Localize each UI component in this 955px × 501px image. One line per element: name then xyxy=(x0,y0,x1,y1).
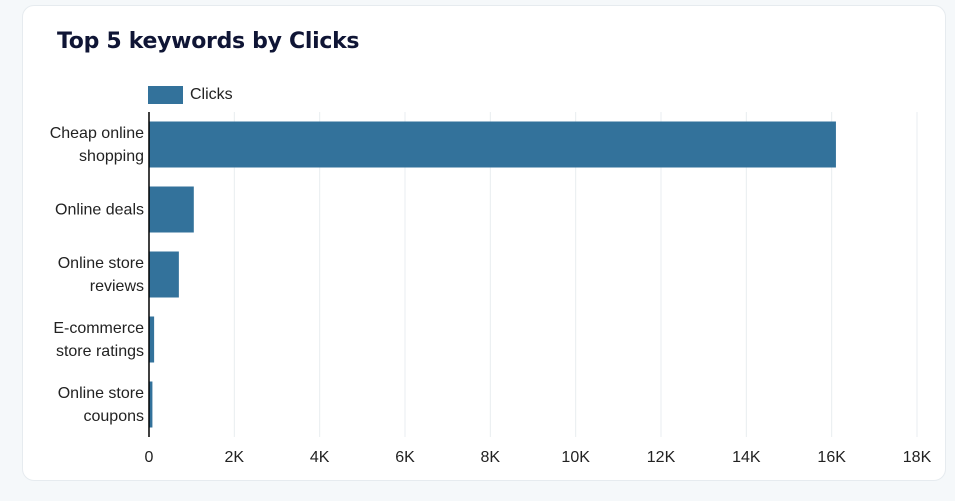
bar xyxy=(149,186,194,233)
category-label: Online deals xyxy=(55,202,144,219)
x-tick-label: 10K xyxy=(561,449,590,466)
category-label: E-commerce xyxy=(53,320,144,337)
legend-label-clicks: Clicks xyxy=(190,86,233,103)
x-tick-label: 8K xyxy=(481,449,501,466)
chart-title: Top 5 keywords by Clicks xyxy=(57,29,360,54)
category-label: Online store xyxy=(58,255,144,272)
x-tick-label: 14K xyxy=(732,449,761,466)
x-tick-label: 12K xyxy=(647,449,676,466)
x-tick-label: 16K xyxy=(817,449,846,466)
legend-swatch-clicks xyxy=(148,86,183,104)
bar xyxy=(149,121,836,168)
category-label: reviews xyxy=(90,278,144,295)
bar xyxy=(149,381,153,428)
chart-card xyxy=(22,5,946,481)
category-label: coupons xyxy=(84,408,145,425)
category-label: store ratings xyxy=(56,343,144,360)
x-tick-label: 18K xyxy=(903,449,932,466)
legend[interactable]: Clicks xyxy=(148,86,233,104)
category-label: Cheap online xyxy=(50,125,144,142)
x-tick-label: 6K xyxy=(395,449,415,466)
x-tick-label: 0 xyxy=(145,449,154,466)
bar xyxy=(149,251,179,298)
x-tick-label: 2K xyxy=(225,449,245,466)
category-label: shopping xyxy=(79,148,144,165)
category-label: Online store xyxy=(58,385,144,402)
bar xyxy=(149,316,155,363)
x-tick-label: 4K xyxy=(310,449,330,466)
